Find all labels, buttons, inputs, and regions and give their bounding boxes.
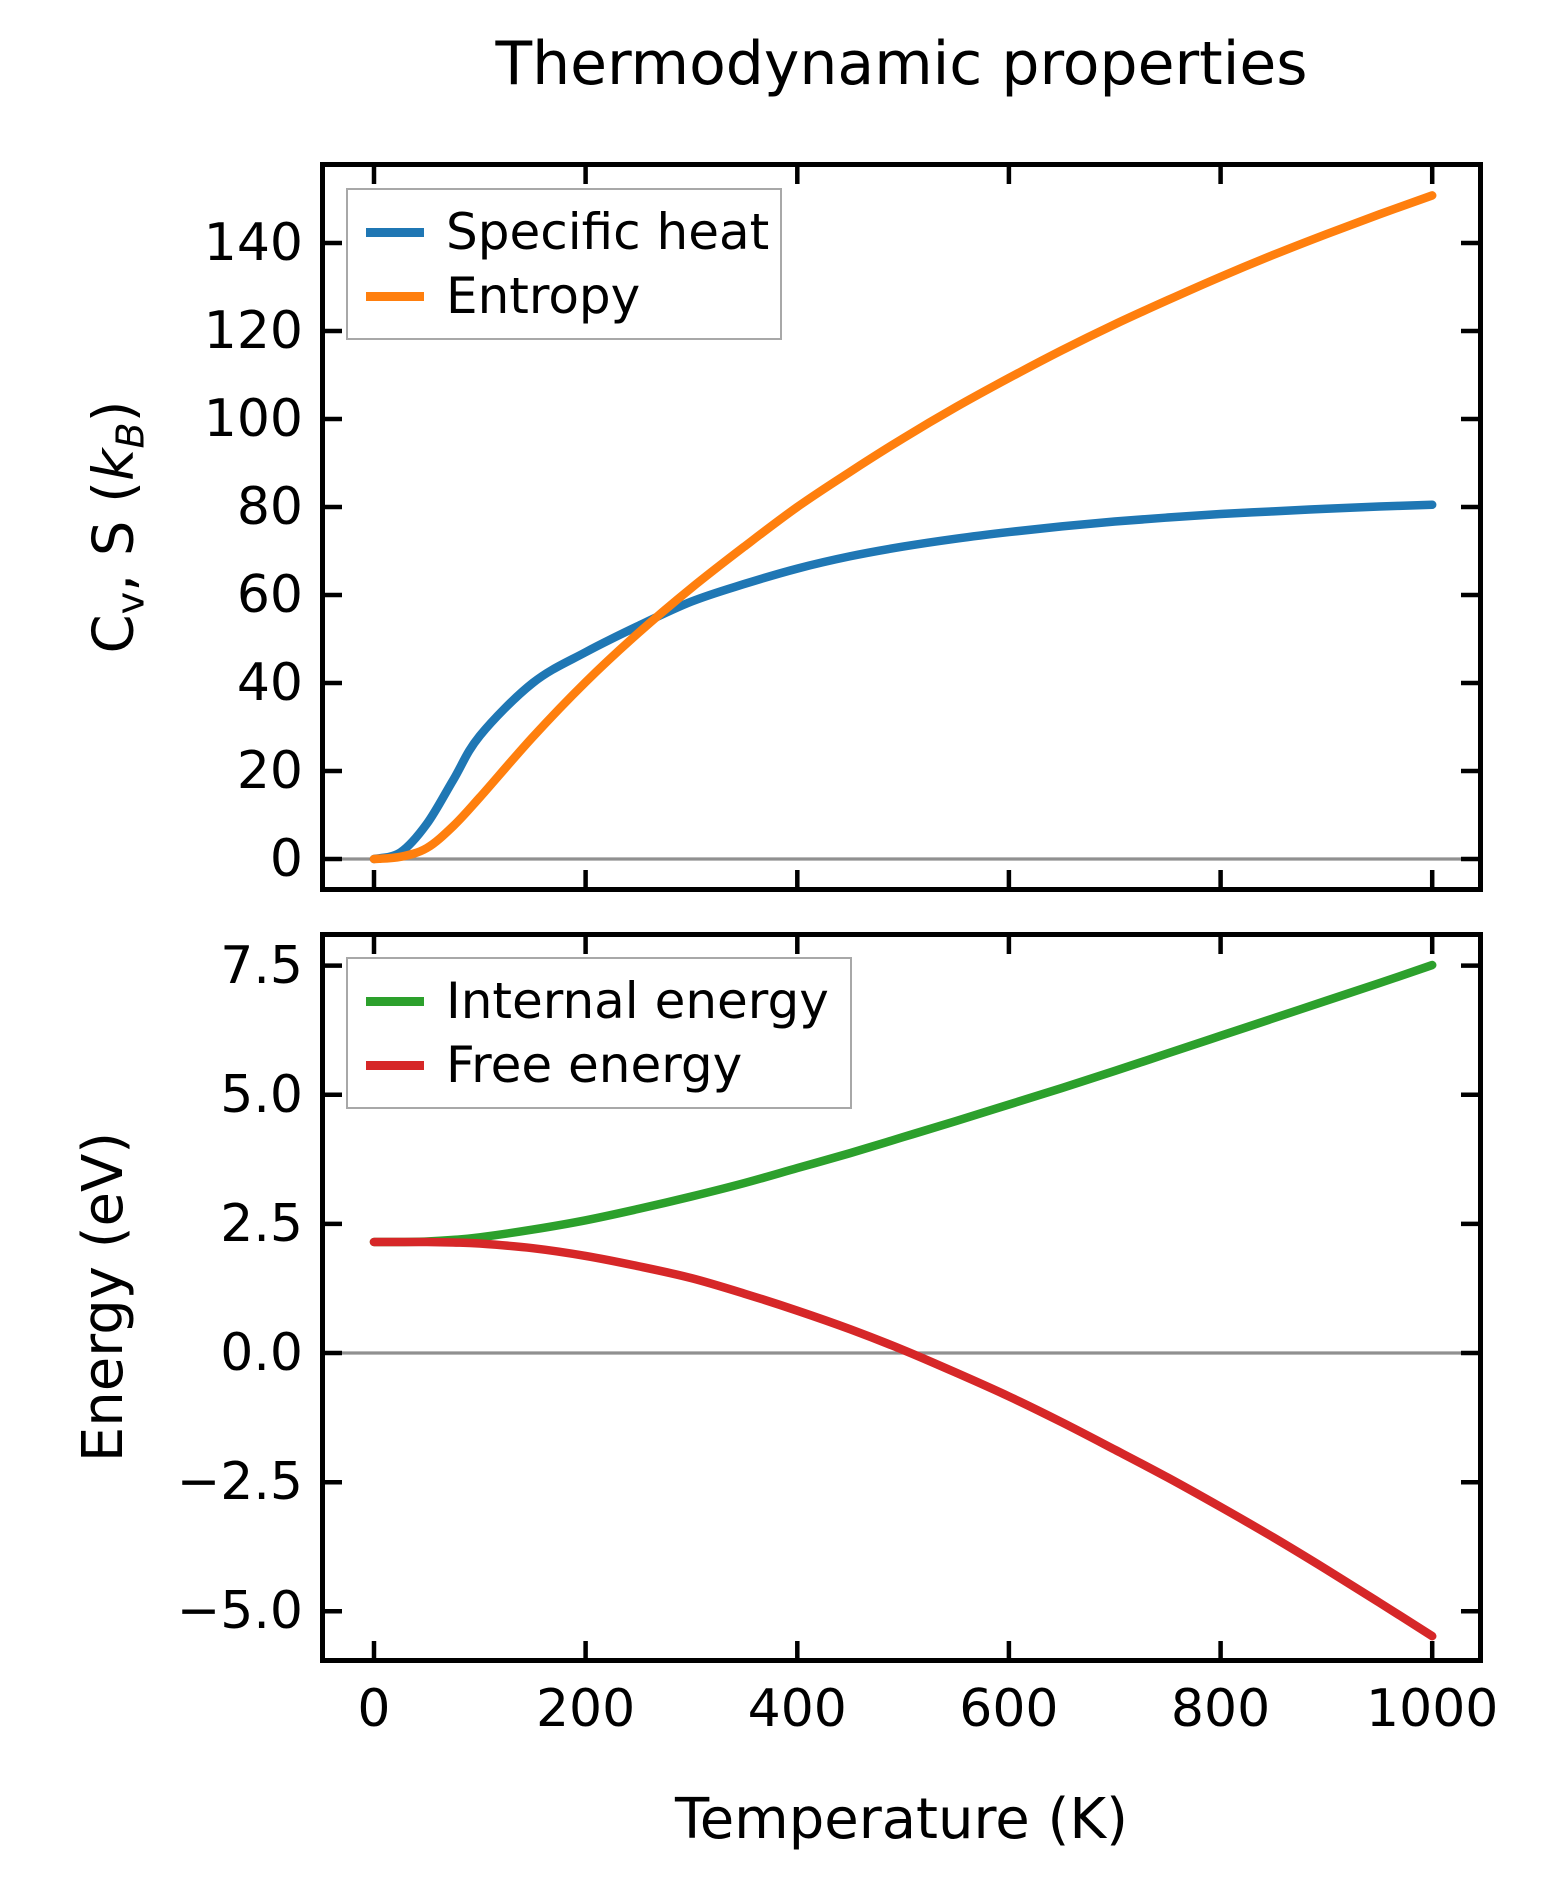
line-swatch-free-energy (366, 1060, 424, 1070)
legend-top: Specific heat Entropy (346, 188, 782, 340)
legend-item-internal-energy: Internal energy (366, 969, 832, 1033)
line-swatch-entropy (366, 291, 424, 301)
series-line-free-energy (369, 1237, 1437, 1641)
y-tick-label: 0 (269, 828, 303, 889)
x-tick-label: 1000 (1366, 1679, 1499, 1739)
y-tick-label: 80 (236, 476, 303, 537)
top-panel-chart (320, 162, 1483, 892)
x-tick-label: 200 (535, 1679, 636, 1739)
series-line-specific-heat (369, 500, 1437, 864)
line-swatch-specific-heat (366, 227, 424, 237)
axes-spines (320, 162, 1483, 892)
y-tick-label: −5.0 (176, 1581, 303, 1642)
x-tick-label: 0 (357, 1679, 391, 1739)
legend-item-entropy: Entropy (366, 264, 762, 328)
legend-item-free-energy: Free energy (366, 1033, 832, 1097)
legend-bottom: Internal energy Free energy (346, 957, 852, 1109)
x-tick-label: 800 (1170, 1679, 1271, 1739)
y-tick-label: 0.0 (220, 1323, 303, 1384)
legend-label-internal-energy: Internal energy (446, 972, 829, 1030)
y-tick-label: 100 (203, 388, 303, 449)
line-swatch-internal-energy (366, 996, 424, 1006)
y-tick-label: 40 (236, 652, 303, 713)
axes-spines (320, 932, 1483, 1663)
xlabel: Temperature (K) (675, 1787, 1128, 1852)
y-tick-label: 140 (203, 212, 303, 273)
y-tick-label: 120 (203, 300, 303, 361)
x-tick-label: 600 (959, 1679, 1059, 1739)
x-tick-label: 400 (747, 1679, 847, 1739)
legend-label-entropy: Entropy (446, 267, 641, 325)
bottom-panel-chart (320, 932, 1483, 1663)
y-tick-label: 60 (236, 564, 303, 625)
y-tick-label: −2.5 (176, 1452, 303, 1513)
y-tick-label: 5.0 (220, 1064, 303, 1125)
series-line-internal-energy (369, 960, 1437, 1247)
figure-title: Thermodynamic properties (495, 29, 1308, 99)
y-tick-label: 20 (236, 740, 303, 801)
y-tick-label: 2.5 (220, 1193, 303, 1254)
legend-label-free-energy: Free energy (446, 1036, 743, 1094)
y-tick-label: 7.5 (220, 935, 303, 996)
legend-item-specific-heat: Specific heat (366, 200, 769, 264)
legend-label-specific-heat: Specific heat (446, 203, 770, 261)
ylabel-bottom: Energy (eV) (71, 1131, 136, 1463)
series-line-entropy (369, 191, 1437, 864)
